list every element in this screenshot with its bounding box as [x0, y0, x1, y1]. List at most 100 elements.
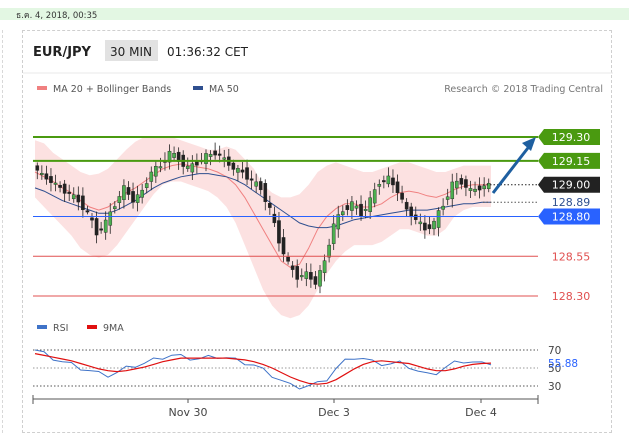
candle-body — [154, 166, 158, 177]
candle-body — [240, 169, 245, 173]
candle-body — [436, 210, 441, 228]
candle-body — [322, 260, 327, 273]
candle-body — [208, 153, 213, 157]
legend-swatch-rsi — [37, 325, 47, 329]
candle-body — [459, 178, 464, 185]
candle-body — [391, 177, 395, 186]
candle-body — [277, 220, 281, 244]
level-badge-129.15 — [538, 152, 600, 169]
candle-body — [290, 265, 295, 270]
symbol-label: EUR/JPY — [33, 45, 92, 60]
candle-body — [445, 196, 450, 200]
candle-body — [368, 197, 372, 212]
candle-body — [245, 167, 249, 180]
candle-body — [432, 220, 436, 230]
left-divider — [2, 30, 3, 433]
candle-body — [477, 185, 482, 191]
candle-body — [236, 168, 240, 173]
candle-body — [413, 214, 418, 220]
x-tick-label: Dec 4 — [465, 406, 497, 419]
candle-body — [140, 189, 144, 198]
plot-layer: 129.30 129.15 129.00 128.89 128.80 128.55 128.… — [33, 129, 600, 390]
legend-swatch-bollinger — [37, 86, 47, 90]
top-bar: ธ.ค. 4, 2018, 00:35 — [0, 8, 629, 21]
candle-body — [254, 181, 258, 187]
candle-body — [85, 210, 90, 213]
candle-body — [318, 270, 322, 287]
candle-body — [117, 196, 122, 203]
candle-body — [386, 175, 391, 185]
level-label-128.55: 128.55 — [552, 250, 591, 263]
candle-body — [122, 185, 126, 200]
candle-body — [286, 256, 290, 262]
candle-body — [455, 180, 459, 189]
timeframe-badge[interactable] — [105, 40, 158, 61]
candle-body — [185, 165, 190, 169]
candle-body — [49, 176, 53, 183]
level-label-129.00: 129.00 — [552, 179, 591, 192]
candle-body — [486, 182, 491, 189]
candle-body — [35, 165, 40, 171]
chart-frame: EUR/JPY 30 MIN 01:36:32 CET MA 20 + Boll… — [22, 30, 613, 433]
forecast-arrow-head — [522, 137, 536, 151]
forecast-arrow-shaft — [491, 143, 533, 194]
candle-body — [135, 194, 140, 203]
candle-body — [149, 171, 154, 182]
candle-body — [67, 191, 71, 194]
candle-body — [450, 181, 455, 200]
time-label: 01:36:32 CET — [167, 45, 249, 59]
x-tick-label: Nov 30 — [169, 406, 208, 419]
level-badge-128.80 — [538, 208, 600, 225]
level-label-128.30: 128.30 — [552, 290, 591, 303]
candle-body — [464, 179, 468, 188]
level-label-129.15: 129.15 — [552, 155, 591, 168]
rsi-ma-line — [34, 353, 492, 385]
rsi-line — [34, 349, 492, 390]
rsi-tick-label: 30 — [548, 381, 561, 393]
rsi-current-value: 55.88 — [548, 358, 578, 370]
legend-swatch-ma50 — [193, 86, 203, 90]
level-label-128.80: 128.80 — [552, 211, 591, 224]
candle-body — [231, 162, 236, 170]
candle-body — [58, 185, 62, 188]
candle-body — [473, 188, 477, 192]
candle-body — [427, 224, 432, 230]
candle-body — [94, 218, 99, 236]
level-label-129.30: 129.30 — [552, 131, 591, 144]
candle-body — [103, 219, 108, 233]
candle-body — [126, 187, 131, 195]
candle-body — [341, 211, 345, 216]
candle-body — [204, 153, 208, 164]
candle-body — [167, 150, 172, 163]
candle-body — [40, 172, 44, 175]
candle-body — [268, 203, 272, 208]
timestamp: ธ.ค. 4, 2018, 00:35 — [16, 11, 98, 21]
candle-body — [172, 153, 176, 158]
candle-body — [327, 244, 331, 258]
level-badge-129.00 — [538, 176, 600, 193]
candle-body — [144, 183, 149, 188]
candle-body — [76, 194, 81, 203]
candle-body — [299, 275, 304, 278]
candle-body — [258, 181, 263, 191]
candle-body — [190, 163, 195, 173]
candle-body — [372, 189, 377, 204]
x-tick-label: Dec 3 — [318, 406, 350, 419]
candle-body — [99, 228, 103, 231]
candle-body — [400, 192, 404, 200]
bollinger-band-area — [35, 137, 491, 319]
candle-body — [423, 222, 427, 231]
candle-body — [345, 205, 350, 211]
candle-body — [71, 194, 76, 200]
candle-body — [222, 157, 227, 160]
candle-body — [359, 203, 363, 217]
candle-body — [354, 205, 359, 209]
legend-label-9ma: 9MA — [103, 323, 124, 334]
legend-swatch-9ma — [87, 325, 97, 329]
level-label-128.89: 128.89 — [552, 196, 591, 209]
candle-body — [108, 211, 113, 226]
candle-body — [336, 214, 341, 230]
candle-body — [468, 188, 473, 191]
ma20-line — [34, 163, 491, 268]
candle-body — [213, 150, 217, 156]
